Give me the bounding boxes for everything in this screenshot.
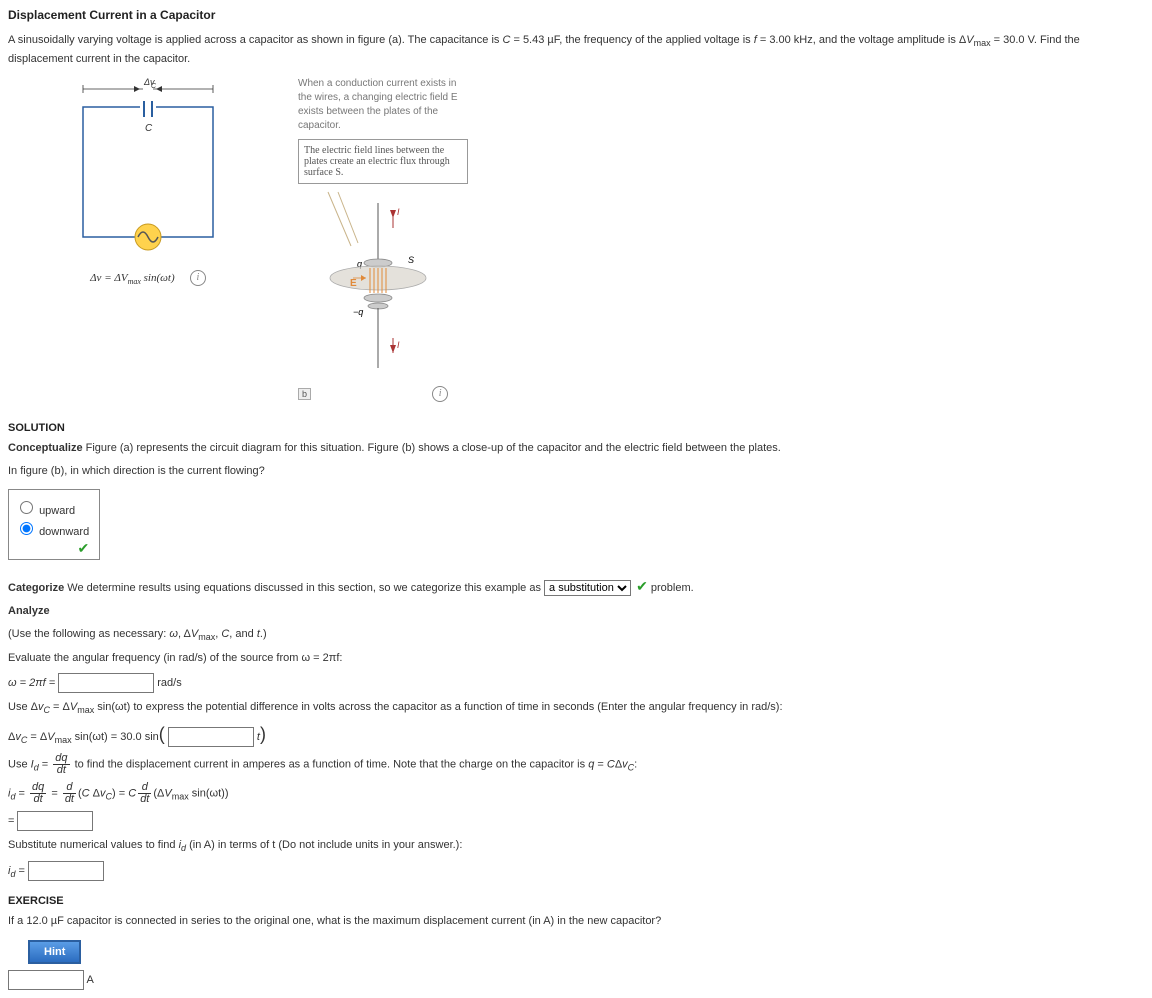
omega-input[interactable] (58, 673, 154, 693)
svg-text:C: C (145, 123, 153, 134)
exercise-text: If a 12.0 µF capacitor is connected in s… (8, 913, 1144, 930)
id-value-input[interactable] (28, 861, 104, 881)
use-dvc-text: Use ΔvC = ΔVmax sin(ωt) to express the p… (8, 699, 1144, 718)
equals-label: = (8, 815, 17, 827)
svg-text:S: S (408, 255, 414, 265)
correct-check-icon: ✔ (17, 540, 89, 557)
hint-button[interactable]: Hint (28, 940, 81, 964)
categorize-check-icon: ✔ (636, 578, 648, 594)
intro-text: A sinusoidally varying voltage is applie… (8, 32, 1144, 67)
figure-a: Δv C C Δv = ΔVmax sin(ωt) i (58, 77, 238, 286)
direction-question: In figure (b), in which direction is the… (8, 463, 1144, 480)
figure-a-caption: Δv = ΔVmax sin(ωt) (90, 272, 175, 284)
analyze-header: Analyze (8, 605, 50, 617)
categorize-line: Categorize We determine results using eq… (8, 576, 1144, 597)
figure-b: When a conduction current exists in the … (298, 77, 468, 402)
upward-label: upward (39, 505, 75, 517)
figure-b-note-box: The electric field lines between the pla… (298, 139, 468, 184)
svg-text:E: E (350, 278, 357, 289)
exercise-answer-input[interactable] (8, 970, 84, 990)
circuit-svg: Δv C C (58, 77, 238, 297)
downward-radio[interactable] (20, 522, 33, 535)
direction-radio-group: upward downward ✔ (8, 489, 100, 560)
figure-b-caption: When a conduction current exists in the … (298, 77, 468, 133)
id-expression-input[interactable] (17, 811, 93, 831)
substitute-text: Substitute numerical values to find id (… (8, 837, 1144, 856)
omega-value-input[interactable] (168, 727, 254, 747)
categorize-select[interactable]: a substitution (544, 580, 631, 596)
dvc-equation: ΔvC = ΔVmax sin(ωt) = 30.0 sin( t) (8, 724, 1144, 747)
capacitor-svg: I q S −q E I (298, 188, 458, 383)
svg-text:I: I (397, 340, 400, 350)
conceptualize-line: Conceptualize Figure (a) represents the … (8, 440, 1144, 457)
downward-label: downward (39, 526, 89, 538)
id-derivation: id = dqdt = ddt(C ΔvC) = Cddt(ΔVmax sin(… (8, 782, 1144, 805)
figure-b-label: b (298, 388, 311, 400)
svg-text:I: I (397, 207, 400, 217)
eval-omega-text: Evaluate the angular frequency (in rad/s… (8, 650, 1144, 667)
solution-header: SOLUTION (8, 422, 1144, 434)
use-vars-note: (Use the following as necessary: ω, ΔVma… (8, 626, 1144, 645)
omega-equation: ω = 2πf = rad/s (8, 673, 1144, 693)
svg-text:−q: −q (353, 307, 363, 317)
info-icon-b[interactable]: i (432, 386, 448, 402)
exercise-header: EXERCISE (8, 895, 1144, 907)
use-id-text: Use Id = dqdt to find the displacement c… (8, 753, 1144, 776)
id-numerical: id = (8, 861, 1144, 881)
info-icon-a[interactable]: i (190, 270, 206, 286)
upward-radio[interactable] (20, 501, 33, 514)
page-title: Displacement Current in a Capacitor (8, 8, 1144, 22)
exercise-units: A (86, 974, 93, 986)
